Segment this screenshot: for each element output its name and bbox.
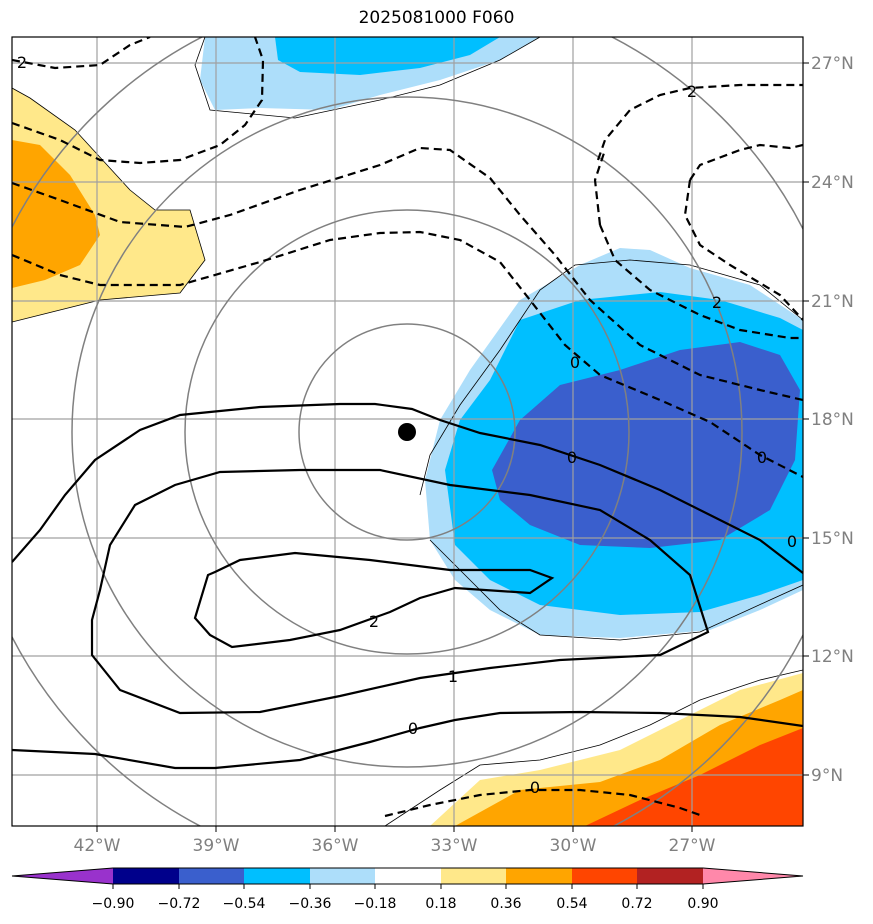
lon-label: 27°W [669,836,716,856]
lat-label: 15°N [811,529,854,549]
contour-labels: 2 1 0 0 0 0 2 2 2 0 0 [17,53,797,797]
colorbar-tick-label: −0.18 [354,896,397,912]
colorbar-tick-label: −0.36 [289,896,332,912]
colorbar-tick-label: 0.90 [687,896,718,912]
contour-label: 2 [369,612,379,631]
lat-label: 27°N [811,54,854,74]
lon-label: 42°W [74,836,121,856]
map-title: 2025081000 F060 [358,8,515,28]
graticule [12,37,803,826]
colorbar-tick-label: −0.72 [158,896,201,912]
colorbar-tick-label: −0.54 [223,896,266,912]
positive-shading-west [12,88,205,322]
contour-label: 0 [787,532,797,551]
lon-label: 36°W [312,836,359,856]
colorbar-tick-label: 0.36 [490,896,521,912]
positive-shading-south [430,673,803,826]
colorbar-tick-label: −0.90 [92,896,135,912]
solid-contours [12,402,803,770]
contour-label: 2 [17,53,27,72]
negative-shading-east [425,248,803,638]
map-frame [11,36,804,827]
contour-label: 0 [570,353,580,372]
contour-label: 0 [408,719,418,738]
contour-label: 2 [687,82,697,101]
storm-center-marker [398,423,416,441]
lon-label: 39°W [193,836,240,856]
range-rings [12,37,803,826]
colorbar-tick-label: 0.18 [425,896,456,912]
colorbar-extend-low [12,868,113,884]
lat-label: 12°N [811,647,854,667]
lon-label: 33°W [431,836,478,856]
contour-label: 0 [567,448,577,467]
shading-outline [12,37,803,826]
lat-label: 24°N [811,173,854,193]
colorbar-tick-label: 0.54 [556,896,587,912]
negative-shading-north [200,37,540,110]
contour-label: 1 [448,667,458,686]
contour-label: 2 [712,293,722,312]
axis-ticks [96,62,809,832]
contour-label: 0 [530,778,540,797]
lon-label: 30°W [550,836,597,856]
colorbar-extend-high [703,868,803,884]
colorbar: −0.90 −0.72 −0.54 −0.36 −0.18 0.18 0.36 … [11,867,804,912]
colorbar-tick-label: 0.72 [621,896,652,912]
lat-label: 21°N [811,292,854,312]
longitude-labels: 42°W 39°W 36°W 33°W 30°W 27°W [74,836,716,856]
lat-label: 18°N [811,410,854,430]
dashed-contours [12,37,803,818]
latitude-labels: 27°N 24°N 21°N 18°N 15°N 12°N 9°N [811,54,854,786]
lat-label: 9°N [811,766,843,786]
map-plot-area: 2 1 0 0 0 0 2 2 2 0 0 [12,37,803,826]
contour-label: 0 [757,448,767,467]
